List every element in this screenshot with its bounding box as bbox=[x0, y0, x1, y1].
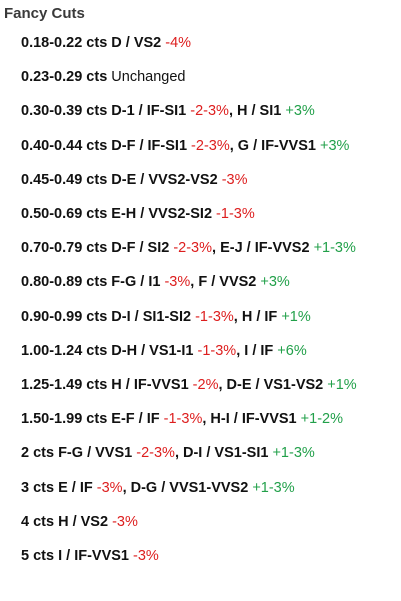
cut-label: , bbox=[174, 445, 183, 462]
list-item: 1.50-1.99 cts E-F / IF -1-3%, H-I / IF-V… bbox=[21, 410, 343, 428]
cut-label: F / VVS2 bbox=[198, 274, 257, 291]
section-title: Fancy Cuts bbox=[4, 5, 85, 22]
cut-label: , bbox=[202, 411, 211, 428]
cut-label: D-G / VVS1-VVS2 bbox=[130, 479, 249, 496]
negative-change: -1-3% bbox=[216, 206, 255, 222]
negative-change: -2-3% bbox=[136, 445, 175, 462]
positive-change: +1-3% bbox=[272, 445, 315, 462]
positive-change: +1% bbox=[281, 308, 311, 325]
cut-label: I / IF bbox=[244, 342, 274, 359]
cut-label: , bbox=[236, 342, 245, 359]
cut-label: 1.00-1.24 cts D-H / VS1-I1 bbox=[21, 342, 194, 359]
list-item: 0.23-0.29 cts Unchanged bbox=[21, 68, 185, 86]
cut-label: , bbox=[228, 103, 237, 120]
cut-label: 0.80-0.89 cts F-G / I1 bbox=[21, 274, 161, 291]
negative-change: -4% bbox=[165, 35, 192, 51]
cut-label: 0.30-0.39 cts D-1 / IF-SI1 bbox=[21, 103, 187, 120]
cut-label: H / SI1 bbox=[237, 103, 282, 120]
cut-label: , bbox=[212, 240, 221, 257]
cut-label: 3 cts E / IF bbox=[21, 479, 93, 496]
negative-change: -3% bbox=[221, 171, 248, 188]
positive-change: +1% bbox=[327, 377, 357, 393]
positive-change: +3% bbox=[285, 103, 315, 120]
list-item: 0.90-0.99 cts D-I / SI1-SI2 -1-3%, H / I… bbox=[21, 308, 311, 326]
list-item: 1.00-1.24 cts D-H / VS1-I1 -1-3%, I / IF… bbox=[21, 342, 307, 360]
cut-label: 0.45-0.49 cts D-E / VVS2-VS2 bbox=[21, 171, 218, 188]
positive-change: +6% bbox=[277, 342, 307, 359]
list-item: 1.25-1.49 cts H / IF-VVS1 -2%, D-E / VS1… bbox=[21, 376, 357, 394]
cut-label: E-J / IF-VVS2 bbox=[220, 240, 310, 257]
negative-change: -3% bbox=[112, 513, 138, 530]
positive-change: +3% bbox=[260, 274, 290, 291]
negative-change: -1-3% bbox=[197, 342, 237, 359]
list-item: 0.30-0.39 cts D-1 / IF-SI1 -2-3%, H / SI… bbox=[21, 102, 315, 120]
cut-label: H / IF bbox=[241, 308, 278, 325]
positive-change: +1-3% bbox=[313, 240, 356, 257]
cut-label: , bbox=[122, 479, 131, 496]
negative-change: -2-3% bbox=[191, 137, 230, 154]
cut-label: 1.25-1.49 cts H / IF-VVS1 bbox=[21, 377, 189, 393]
list-item: 4 cts H / VS2 -3% bbox=[21, 513, 138, 531]
negative-change: -3% bbox=[133, 548, 159, 564]
negative-change: -1-3% bbox=[195, 308, 234, 325]
cut-label: H-I / IF-VVS1 bbox=[210, 411, 297, 428]
negative-change: -1-3% bbox=[163, 411, 203, 428]
cut-label: D-E / VS1-VS2 bbox=[226, 377, 324, 393]
positive-change: +3% bbox=[320, 137, 350, 154]
negative-change: -2-3% bbox=[190, 103, 229, 120]
list-item: 3 cts E / IF -3%, D-G / VVS1-VVS2 +1-3% bbox=[21, 479, 295, 497]
positive-change: +1-3% bbox=[252, 479, 295, 496]
cut-label: 0.40-0.44 cts D-F / IF-SI1 bbox=[21, 137, 188, 154]
cut-label: 0.23-0.29 cts bbox=[21, 69, 108, 86]
list-item: 5 cts I / IF-VVS1 -3% bbox=[21, 547, 159, 565]
list-item: 2 cts F-G / VVS1 -2-3%, D-I / VS1-SI1 +1… bbox=[21, 444, 315, 462]
cut-label: 0.70-0.79 cts D-F / SI2 bbox=[21, 240, 170, 257]
cut-label: , bbox=[233, 308, 242, 325]
cut-label: 0.90-0.99 cts D-I / SI1-SI2 bbox=[21, 308, 192, 325]
negative-change: -2-3% bbox=[173, 240, 213, 257]
cut-label: D-I / VS1-SI1 bbox=[183, 445, 269, 462]
list-item: 0.45-0.49 cts D-E / VVS2-VS2 -3% bbox=[21, 171, 247, 189]
list-item: 0.80-0.89 cts F-G / I1 -3%, F / VVS2 +3% bbox=[21, 273, 290, 291]
list-item: 0.40-0.44 cts D-F / IF-SI1 -2-3%, G / IF… bbox=[21, 137, 349, 155]
negative-change: -2% bbox=[192, 377, 219, 393]
list-item: 0.70-0.79 cts D-F / SI2 -2-3%, E-J / IF-… bbox=[21, 239, 356, 257]
change-text: Unchanged bbox=[111, 69, 186, 86]
cut-label: 4 cts H / VS2 bbox=[21, 513, 109, 530]
cut-label: 0.18-0.22 cts D / VS2 bbox=[21, 35, 162, 51]
cut-label: , bbox=[218, 377, 227, 393]
cut-label: , bbox=[190, 274, 199, 291]
cut-label: 2 cts F-G / VVS1 bbox=[21, 445, 133, 462]
cut-label: 0.50-0.69 cts E-H / VVS2-SI2 bbox=[21, 206, 213, 222]
negative-change: -3% bbox=[96, 479, 123, 496]
negative-change: -3% bbox=[164, 274, 191, 291]
list-item: 0.50-0.69 cts E-H / VVS2-SI2 -1-3% bbox=[21, 205, 255, 223]
cut-label: , bbox=[229, 137, 238, 154]
cut-label: 1.50-1.99 cts E-F / IF bbox=[21, 411, 160, 428]
cut-label: 5 cts I / IF-VVS1 bbox=[21, 548, 129, 564]
positive-change: +1-2% bbox=[300, 411, 343, 428]
cut-label: G / IF-VVS1 bbox=[237, 137, 316, 154]
list-item: 0.18-0.22 cts D / VS2 -4% bbox=[21, 34, 191, 52]
